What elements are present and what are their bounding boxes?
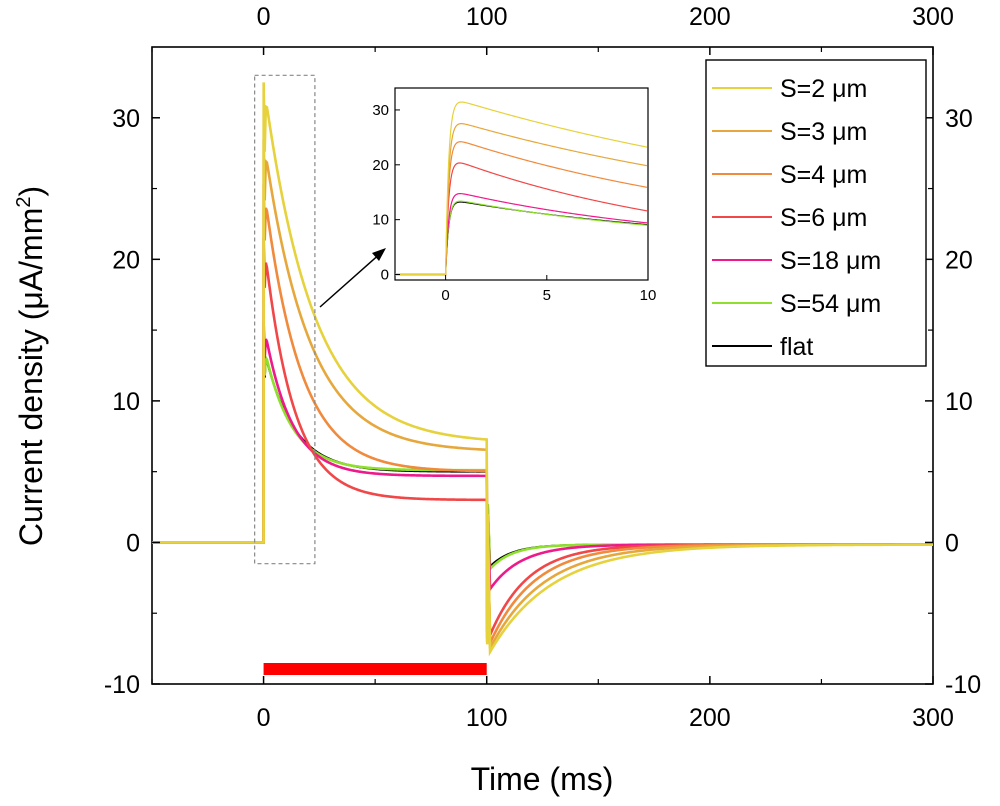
inset-axes: 0 5 10 0 10 20 30 [372,102,656,304]
inset-series-line [395,101,648,276]
inset-x-tick-label: 10 [640,287,657,304]
y-tick-label-right: 0 [945,529,959,557]
inset-y-tick-label: 0 [381,267,389,284]
x-tick-label: 200 [689,704,731,732]
y-tick-label: -10 [104,671,140,699]
x-tick-label: 300 [912,704,954,732]
y-tick-label-right: 20 [945,246,973,274]
inset-y-tick-label: 20 [372,157,389,174]
main-curves [152,82,933,657]
y-tick-label: 30 [112,105,140,133]
legend: S=2 μm S=3 μm S=4 μm S=6 μm S=18 μm S=54 μm fl… [705,59,927,367]
x-tick-label-top: 0 [257,3,271,31]
legend-label: S=3 μm [780,118,867,146]
x-tick-label-top: 200 [689,3,731,31]
x-tick-label-top: 100 [466,3,508,31]
series-line [152,344,933,573]
legend-label: S=54 μm [780,290,881,318]
x-tick-label-top: 300 [912,3,954,31]
series-line [152,347,933,569]
legend-label: S=2 μm [780,75,867,103]
inset-frame [394,87,649,281]
stimulus-bar [263,663,487,675]
inset-y-tick-label: 30 [372,102,389,119]
y-axis-title: Current density (μA/mm2) [13,186,49,546]
inset-y-tick-label: 10 [372,212,389,229]
y-tick-label-right: 30 [945,105,973,133]
y-tick-label: 0 [126,529,140,557]
legend-box [705,59,927,367]
legend-label: flat [780,333,813,361]
x-tick-label: 0 [257,704,271,732]
legend-label: S=4 μm [780,161,867,189]
inset-x-tick-label: 0 [441,287,449,304]
zoom-arrow [319,248,386,308]
legend-label: S=6 μm [780,204,867,232]
inset-curves [395,101,648,276]
y-tick-label-right: -10 [945,671,981,699]
x-tick-label: 100 [466,704,508,732]
plot-frame [151,46,934,685]
legend-label: S=18 μm [780,247,881,275]
y-tick-label-right: 10 [945,388,973,416]
x-axis-title: Time (ms) [471,761,614,797]
y-tick-label: 10 [112,388,140,416]
inset-x-tick-label: 5 [543,287,551,304]
inset-plot: 0 5 10 0 10 20 30 [372,87,656,304]
zoom-box [254,74,316,565]
y-tick-label: 20 [112,246,140,274]
series-line [152,82,933,657]
